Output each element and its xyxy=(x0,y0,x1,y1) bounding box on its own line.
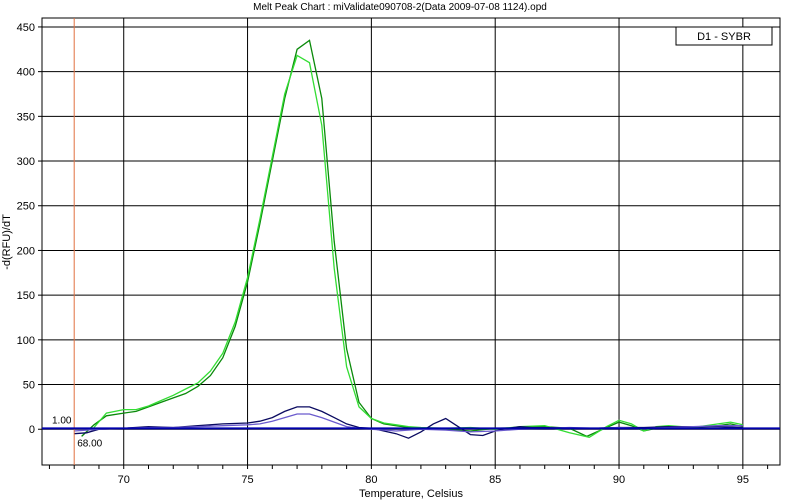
plot-area xyxy=(41,17,781,466)
y-tick-label: 50 xyxy=(23,380,35,392)
x-tick-label: 80 xyxy=(365,474,377,486)
x-axis-ticks: 70 75 80 85 90 95 xyxy=(48,465,769,486)
y-tick-label: 400 xyxy=(17,67,35,79)
y-axis-title: -d(RFU)/dT xyxy=(1,214,13,270)
x-tick-label: 70 xyxy=(118,474,130,486)
y-tick-label: 100 xyxy=(17,335,35,347)
legend: D1 - SYBR xyxy=(675,26,773,46)
overlays: 68.00 1.00 xyxy=(42,18,780,465)
y-tick-label: 300 xyxy=(17,156,35,168)
y-tick-label: 0 xyxy=(29,424,35,436)
series-line-1 xyxy=(81,39,744,438)
x-axis-title: Temperature, Celsius xyxy=(359,488,463,500)
chart-title: Melt Peak Chart : miValidate090708-2(Dat… xyxy=(253,2,547,13)
x-tick-label: 90 xyxy=(613,474,625,486)
y-tick-label: 350 xyxy=(17,111,35,123)
legend-box xyxy=(675,26,773,46)
x-tick-label: 75 xyxy=(241,474,253,486)
y-tick-label: 150 xyxy=(17,290,35,302)
y-tick-label: 450 xyxy=(17,22,35,34)
y-tick-label: 250 xyxy=(17,201,35,213)
y-tick-label: 200 xyxy=(17,245,35,257)
legend-label: D1 - SYBR xyxy=(697,31,751,43)
threshold-label: 1.00 xyxy=(52,415,72,426)
y-axis-ticks: 0 50 100 150 200 250 300 350 400 450 xyxy=(17,22,42,436)
x-tick-label: 95 xyxy=(737,474,749,486)
x-tick-label: 85 xyxy=(489,474,501,486)
gridlines xyxy=(42,18,780,465)
series-line-2 xyxy=(93,54,744,438)
marker-label: 68.00 xyxy=(77,438,102,449)
